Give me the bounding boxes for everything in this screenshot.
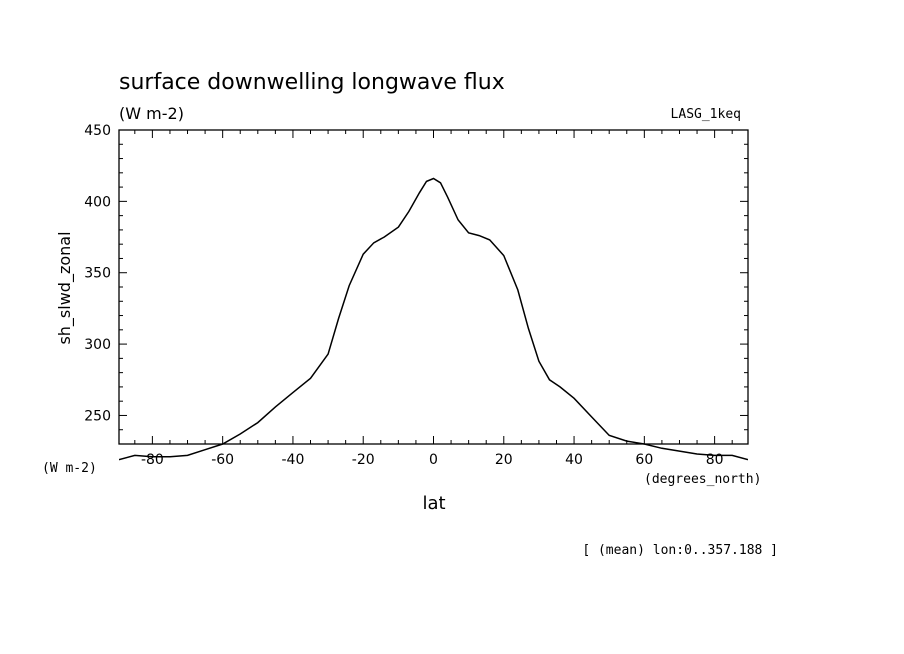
x-units-label: (degrees_north) (644, 472, 761, 487)
y-tick-label: 400 (84, 194, 111, 210)
x-tick-label: 20 (495, 452, 513, 468)
chart-units: (W m-2) (119, 104, 184, 123)
y-tick-label: 450 (84, 123, 111, 139)
x-tick-labels: -80 -60 -40 -20 0 20 40 60 80 (141, 452, 724, 468)
series-line (119, 177, 748, 461)
chart-title: surface downwelling longwave flux (119, 70, 505, 95)
plot-frame (118, 129, 749, 445)
y-tick-label: 350 (84, 266, 111, 282)
footnote: [ (mean) lon:0..357.188 ] (582, 543, 778, 558)
y-tick-labels: 250 300 350 400 450 (84, 123, 111, 424)
x-tick-label: -80 (141, 452, 164, 468)
x-tick-label: 0 (429, 452, 438, 468)
x-tick-label: 40 (565, 452, 583, 468)
y-tick-label: 250 (84, 408, 111, 424)
y-axis-label: sh_slwd_zonal (55, 231, 75, 344)
dataset-label: LASG_1keq (671, 107, 741, 122)
y-units-label: (W m-2) (42, 461, 97, 476)
x-tick-label: -20 (352, 452, 375, 468)
x-tick-label: -60 (211, 452, 234, 468)
x-tick-label: 60 (635, 452, 653, 468)
x-axis-label: lat (422, 493, 445, 514)
axis-ticks (119, 129, 748, 444)
x-tick-label: -40 (282, 452, 305, 468)
y-tick-label: 300 (84, 337, 111, 353)
